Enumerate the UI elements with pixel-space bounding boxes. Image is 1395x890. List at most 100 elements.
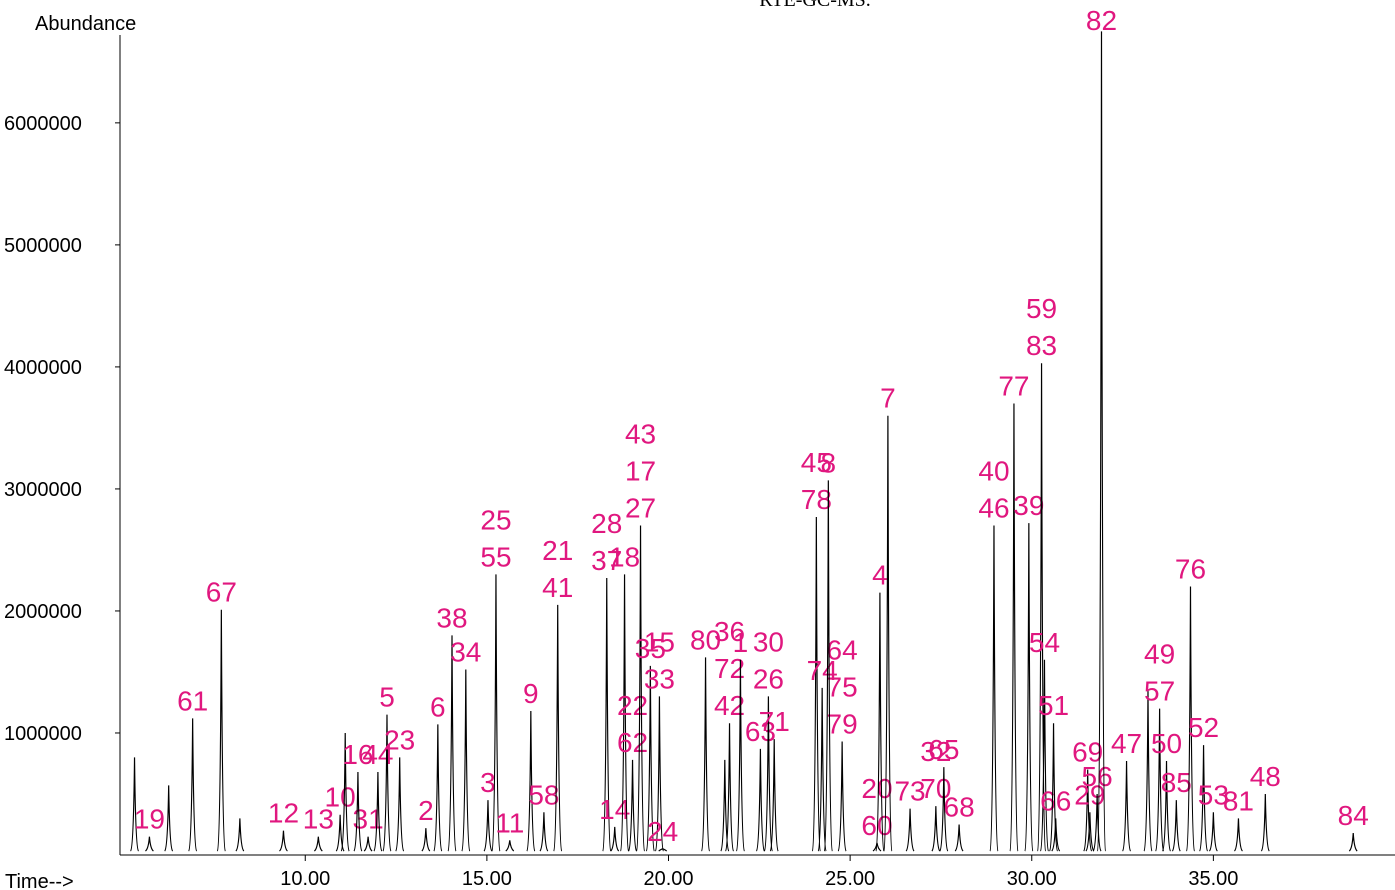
peak-label: 37: [591, 545, 622, 576]
peak: [989, 525, 999, 852]
peak: [1185, 586, 1196, 852]
peak-label: 46: [978, 493, 1009, 524]
peak-label: 73: [894, 776, 925, 807]
peak-label: 71: [759, 706, 790, 737]
peak: [553, 604, 563, 852]
peak: [129, 757, 140, 852]
peak: [313, 836, 323, 852]
peak: [769, 739, 779, 852]
peak-label: 65: [928, 734, 959, 765]
peak-label: 83: [1026, 330, 1057, 361]
peak: [755, 748, 765, 852]
peak: [1348, 832, 1358, 852]
peak: [1233, 818, 1243, 852]
peak-label: 14: [599, 794, 630, 825]
peak: [1051, 818, 1061, 852]
y-tick-label: 1000000: [4, 723, 82, 745]
peak-label: 28: [591, 508, 622, 539]
peak: [635, 525, 646, 852]
peak: [363, 836, 373, 852]
peak-label: 36: [714, 616, 745, 647]
peak-label: 77: [998, 371, 1029, 402]
peak-label: 56: [1082, 761, 1113, 792]
peak: [817, 687, 827, 852]
peak: [1036, 363, 1047, 852]
peak-label: 44: [362, 739, 393, 770]
peak-label: 47: [1111, 728, 1142, 759]
peak: [526, 711, 536, 852]
peak-label: 81: [1223, 785, 1254, 816]
peak-label: 41: [542, 572, 573, 603]
y-tick-label: 6000000: [4, 113, 82, 135]
peak: [1096, 31, 1107, 852]
peak: [1208, 812, 1218, 852]
peak-label: 64: [827, 635, 858, 666]
peak: [837, 741, 847, 852]
chart-title: RTE-GC-MS.: [759, 0, 871, 11]
peak-label: 6: [430, 691, 446, 722]
peak: [216, 609, 226, 852]
peak: [505, 840, 515, 852]
peak: [164, 785, 174, 852]
peak: [724, 723, 735, 852]
peak-label: 33: [644, 663, 675, 694]
peak: [811, 516, 821, 852]
x-tick-label: 20.00: [643, 868, 693, 890]
peak-label: 34: [450, 637, 481, 668]
peak: [823, 480, 833, 852]
peak: [1083, 769, 1093, 852]
peak-label: 25: [480, 504, 511, 535]
peak: [658, 848, 668, 852]
y-tick-label: 5000000: [4, 235, 82, 257]
peak-label: 7: [880, 383, 896, 414]
peak: [763, 696, 773, 852]
peak-label: 80: [690, 624, 721, 655]
peak: [602, 578, 612, 852]
x-tick-label: 35.00: [1188, 868, 1238, 890]
peak: [1260, 793, 1270, 852]
peak-label: 8: [821, 447, 837, 478]
peak: [931, 806, 941, 852]
peak-label: 9: [523, 678, 539, 709]
peak-label: 45: [801, 447, 832, 478]
peak-label: 19: [134, 804, 165, 835]
peak: [447, 635, 457, 852]
peak-label: 22: [617, 690, 648, 721]
peak-label: 66: [1040, 785, 1071, 816]
peak-label: 78: [801, 484, 832, 515]
peak-label: 67: [206, 577, 237, 608]
peak-label: 70: [920, 773, 951, 804]
peak: [628, 759, 638, 852]
peak-label: 61: [177, 685, 208, 716]
y-tick-label: 3000000: [4, 479, 82, 501]
peak-label: 1: [733, 627, 749, 658]
peak-label: 40: [978, 456, 1009, 487]
peak: [1171, 800, 1181, 852]
x-axis-label: Time-->: [5, 871, 74, 890]
peak: [735, 659, 745, 852]
peak-label: 54: [1029, 627, 1060, 658]
peak: [1039, 659, 1050, 852]
peak-label: 26: [753, 663, 784, 694]
peak: [905, 808, 915, 852]
peak-label: 15: [644, 626, 675, 657]
peak: [883, 415, 893, 852]
peak: [373, 772, 383, 852]
peak-label: 23: [384, 724, 415, 755]
peak-label: 2: [418, 795, 434, 826]
peak: [1009, 403, 1019, 852]
y-axis-label: Abundance: [35, 13, 136, 35]
peak: [645, 665, 655, 852]
peak: [421, 828, 431, 852]
peak: [1199, 745, 1209, 852]
peak: [939, 767, 949, 852]
peak: [340, 732, 350, 852]
peak: [654, 696, 664, 852]
peak: [875, 592, 885, 852]
peak-label: 82: [1086, 5, 1117, 36]
peak-label: 39: [1013, 490, 1044, 521]
peak: [1155, 708, 1165, 852]
peak-label: 79: [827, 709, 858, 740]
peak-label: 50: [1151, 728, 1182, 759]
